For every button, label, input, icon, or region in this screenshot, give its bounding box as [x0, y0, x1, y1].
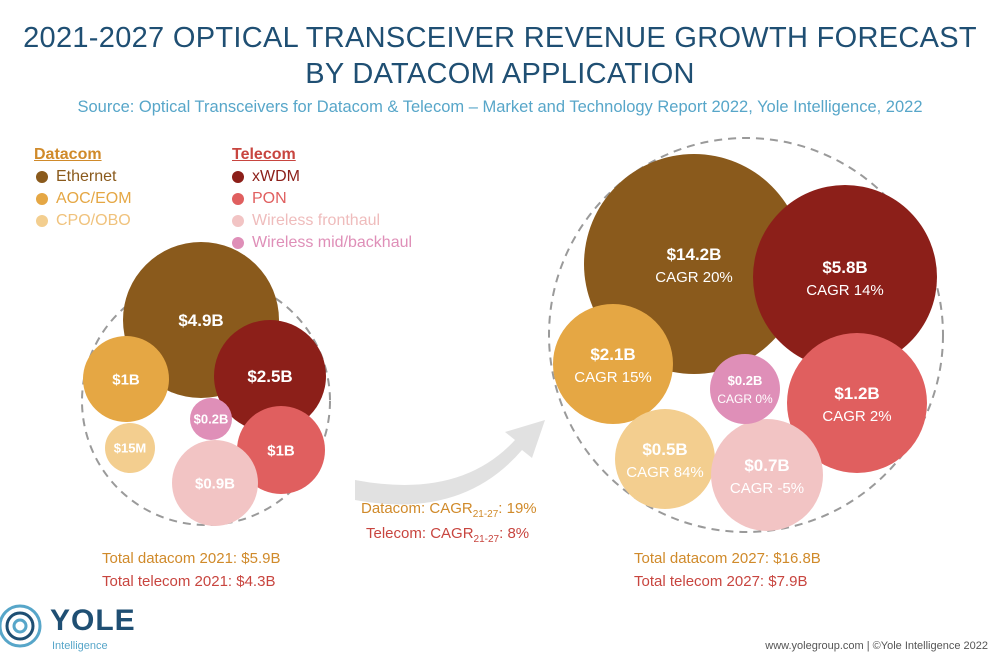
legend-label: AOC/EOM	[56, 190, 132, 207]
yole-logo-icon	[0, 604, 42, 648]
logo-sub: Intelligence	[52, 640, 108, 652]
telecom-cagr: Telecom: CAGR21-27: 8%	[366, 525, 529, 545]
bubble-2021-xwdm	[214, 320, 326, 432]
bubble-2027-pon	[787, 333, 927, 473]
bubble-value-label: $4.9B	[178, 311, 223, 330]
legend-item-aoc-eom: AOC/EOM	[36, 190, 132, 208]
legend-item-xwdm: xWDM	[232, 168, 300, 186]
telecom-cagr-prefix: Telecom: CAGR	[366, 525, 474, 542]
bubble-2027-xwdm	[753, 185, 937, 369]
bubble-value-label: $0.2B	[194, 412, 229, 427]
bubble-value-label: $0.5B	[642, 440, 687, 459]
legend-label: Ethernet	[56, 168, 117, 185]
legend-item-wireless-fronthaul: Wireless fronthaul	[232, 212, 380, 230]
bubble-2027-aoc-eom	[553, 304, 673, 424]
legend-item-wireless-mid-backhaul: Wireless mid/backhaul	[232, 234, 412, 252]
datacom-cagr-sub: 21-27	[472, 509, 499, 520]
total-datacom-2027: Total datacom 2027: $16.8B	[634, 550, 821, 567]
total-datacom-2021: Total datacom 2021: $5.9B	[102, 550, 281, 567]
telecom-cagr-value: : 8%	[499, 525, 530, 542]
bubble-value-label: $14.2B	[667, 245, 722, 264]
bubble-value-label: $1.2B	[834, 384, 879, 403]
bubbles-2021: $4.9B $1B $15M $2.5B $1B $0.9B $0.2B	[83, 242, 326, 526]
bubble-value-label: $0.9B	[195, 475, 235, 492]
growth-arrow	[355, 420, 545, 505]
total-telecom-2027: Total telecom 2027: $7.9B	[634, 573, 808, 590]
logo-name: YOLE	[50, 604, 136, 637]
bubble-value-label: $1B	[267, 442, 295, 459]
bubble-value-label: $2.1B	[590, 345, 635, 364]
bubble-2021-cpo-obo	[105, 423, 155, 473]
bubble-cagr-label: CAGR 84%	[626, 464, 704, 481]
bubble-2027-cpo-obo	[615, 409, 715, 509]
chart-title-line2: BY DATACOM APPLICATION	[305, 58, 695, 90]
bubble-2021-aoc-eom	[83, 336, 169, 422]
legend-dot-wireless-fronthaul	[232, 215, 244, 227]
telecom-cagr-sub: 21-27	[473, 534, 500, 545]
boundary-2027	[548, 137, 944, 533]
boundary-2021	[81, 276, 331, 526]
bubble-value-label: $2.5B	[247, 367, 292, 386]
bubble-cagr-label: CAGR 20%	[655, 269, 733, 286]
bubble-2021-wireless-mid-backhaul	[190, 398, 232, 440]
bubble-2021-wireless-fronthaul	[172, 440, 258, 526]
chart-subtitle: Source: Optical Transceivers for Datacom…	[77, 98, 923, 116]
legend-telecom-heading: Telecom	[232, 146, 296, 163]
bubble-value-label: $5.8B	[822, 258, 867, 277]
legend-label: Wireless mid/backhaul	[252, 234, 413, 251]
bubbles-2027: $14.2B CAGR 20% $2.1B CAGR 15% $0.5B CAGR 84%…	[553, 154, 937, 531]
legend-dot-wireless-mid-backhaul	[232, 237, 244, 249]
bubble-cagr-label: CAGR 0%	[717, 392, 773, 406]
footer: www.yolegroup.com | ©Yole Intelligence 2…	[765, 640, 988, 652]
datacom-cagr-prefix: Datacom: CAGR	[361, 500, 473, 517]
bubble-2021-pon	[237, 406, 325, 494]
bubble-cagr-label: CAGR 2%	[822, 408, 891, 425]
legend-dot-ethernet	[36, 171, 48, 183]
bubble-cagr-label: CAGR 15%	[574, 369, 652, 386]
chart-title-line1: 2021-2027 OPTICAL TRANSCEIVER REVENUE GR…	[23, 22, 977, 54]
legend-item-cpo-obo: CPO/OBO	[36, 212, 131, 230]
bubble-value-label: $0.7B	[744, 456, 789, 475]
bubble-cagr-label: CAGR 14%	[806, 282, 884, 299]
legend-label: Wireless fronthaul	[252, 212, 381, 229]
bubble-cagr-label: CAGR -5%	[730, 480, 804, 497]
bubble-value-label: $15M	[114, 441, 147, 456]
bubble-2027-wireless-mid-backhaul	[710, 354, 780, 424]
legend-label: CPO/OBO	[56, 212, 131, 229]
legend-item-ethernet: Ethernet	[36, 168, 116, 186]
legend-dot-pon	[232, 193, 244, 205]
total-telecom-2021: Total telecom 2021: $4.3B	[102, 573, 276, 590]
bubble-2027-wireless-fronthaul	[711, 419, 823, 531]
legend-dot-xwdm	[232, 171, 244, 183]
datacom-cagr-value: : 19%	[498, 500, 537, 517]
datacom-cagr: Datacom: CAGR21-27: 19%	[361, 500, 537, 520]
bubble-value-label: $0.2B	[728, 373, 763, 388]
legend-datacom-heading: Datacom	[34, 146, 102, 163]
legend-item-pon: PON	[232, 190, 287, 208]
legend-label: PON	[252, 190, 287, 207]
legend-label: xWDM	[252, 168, 300, 185]
legend-dot-cpo-obo	[36, 215, 48, 227]
legend-dot-aoc-eom	[36, 193, 48, 205]
bubble-value-label: $1B	[112, 371, 140, 388]
